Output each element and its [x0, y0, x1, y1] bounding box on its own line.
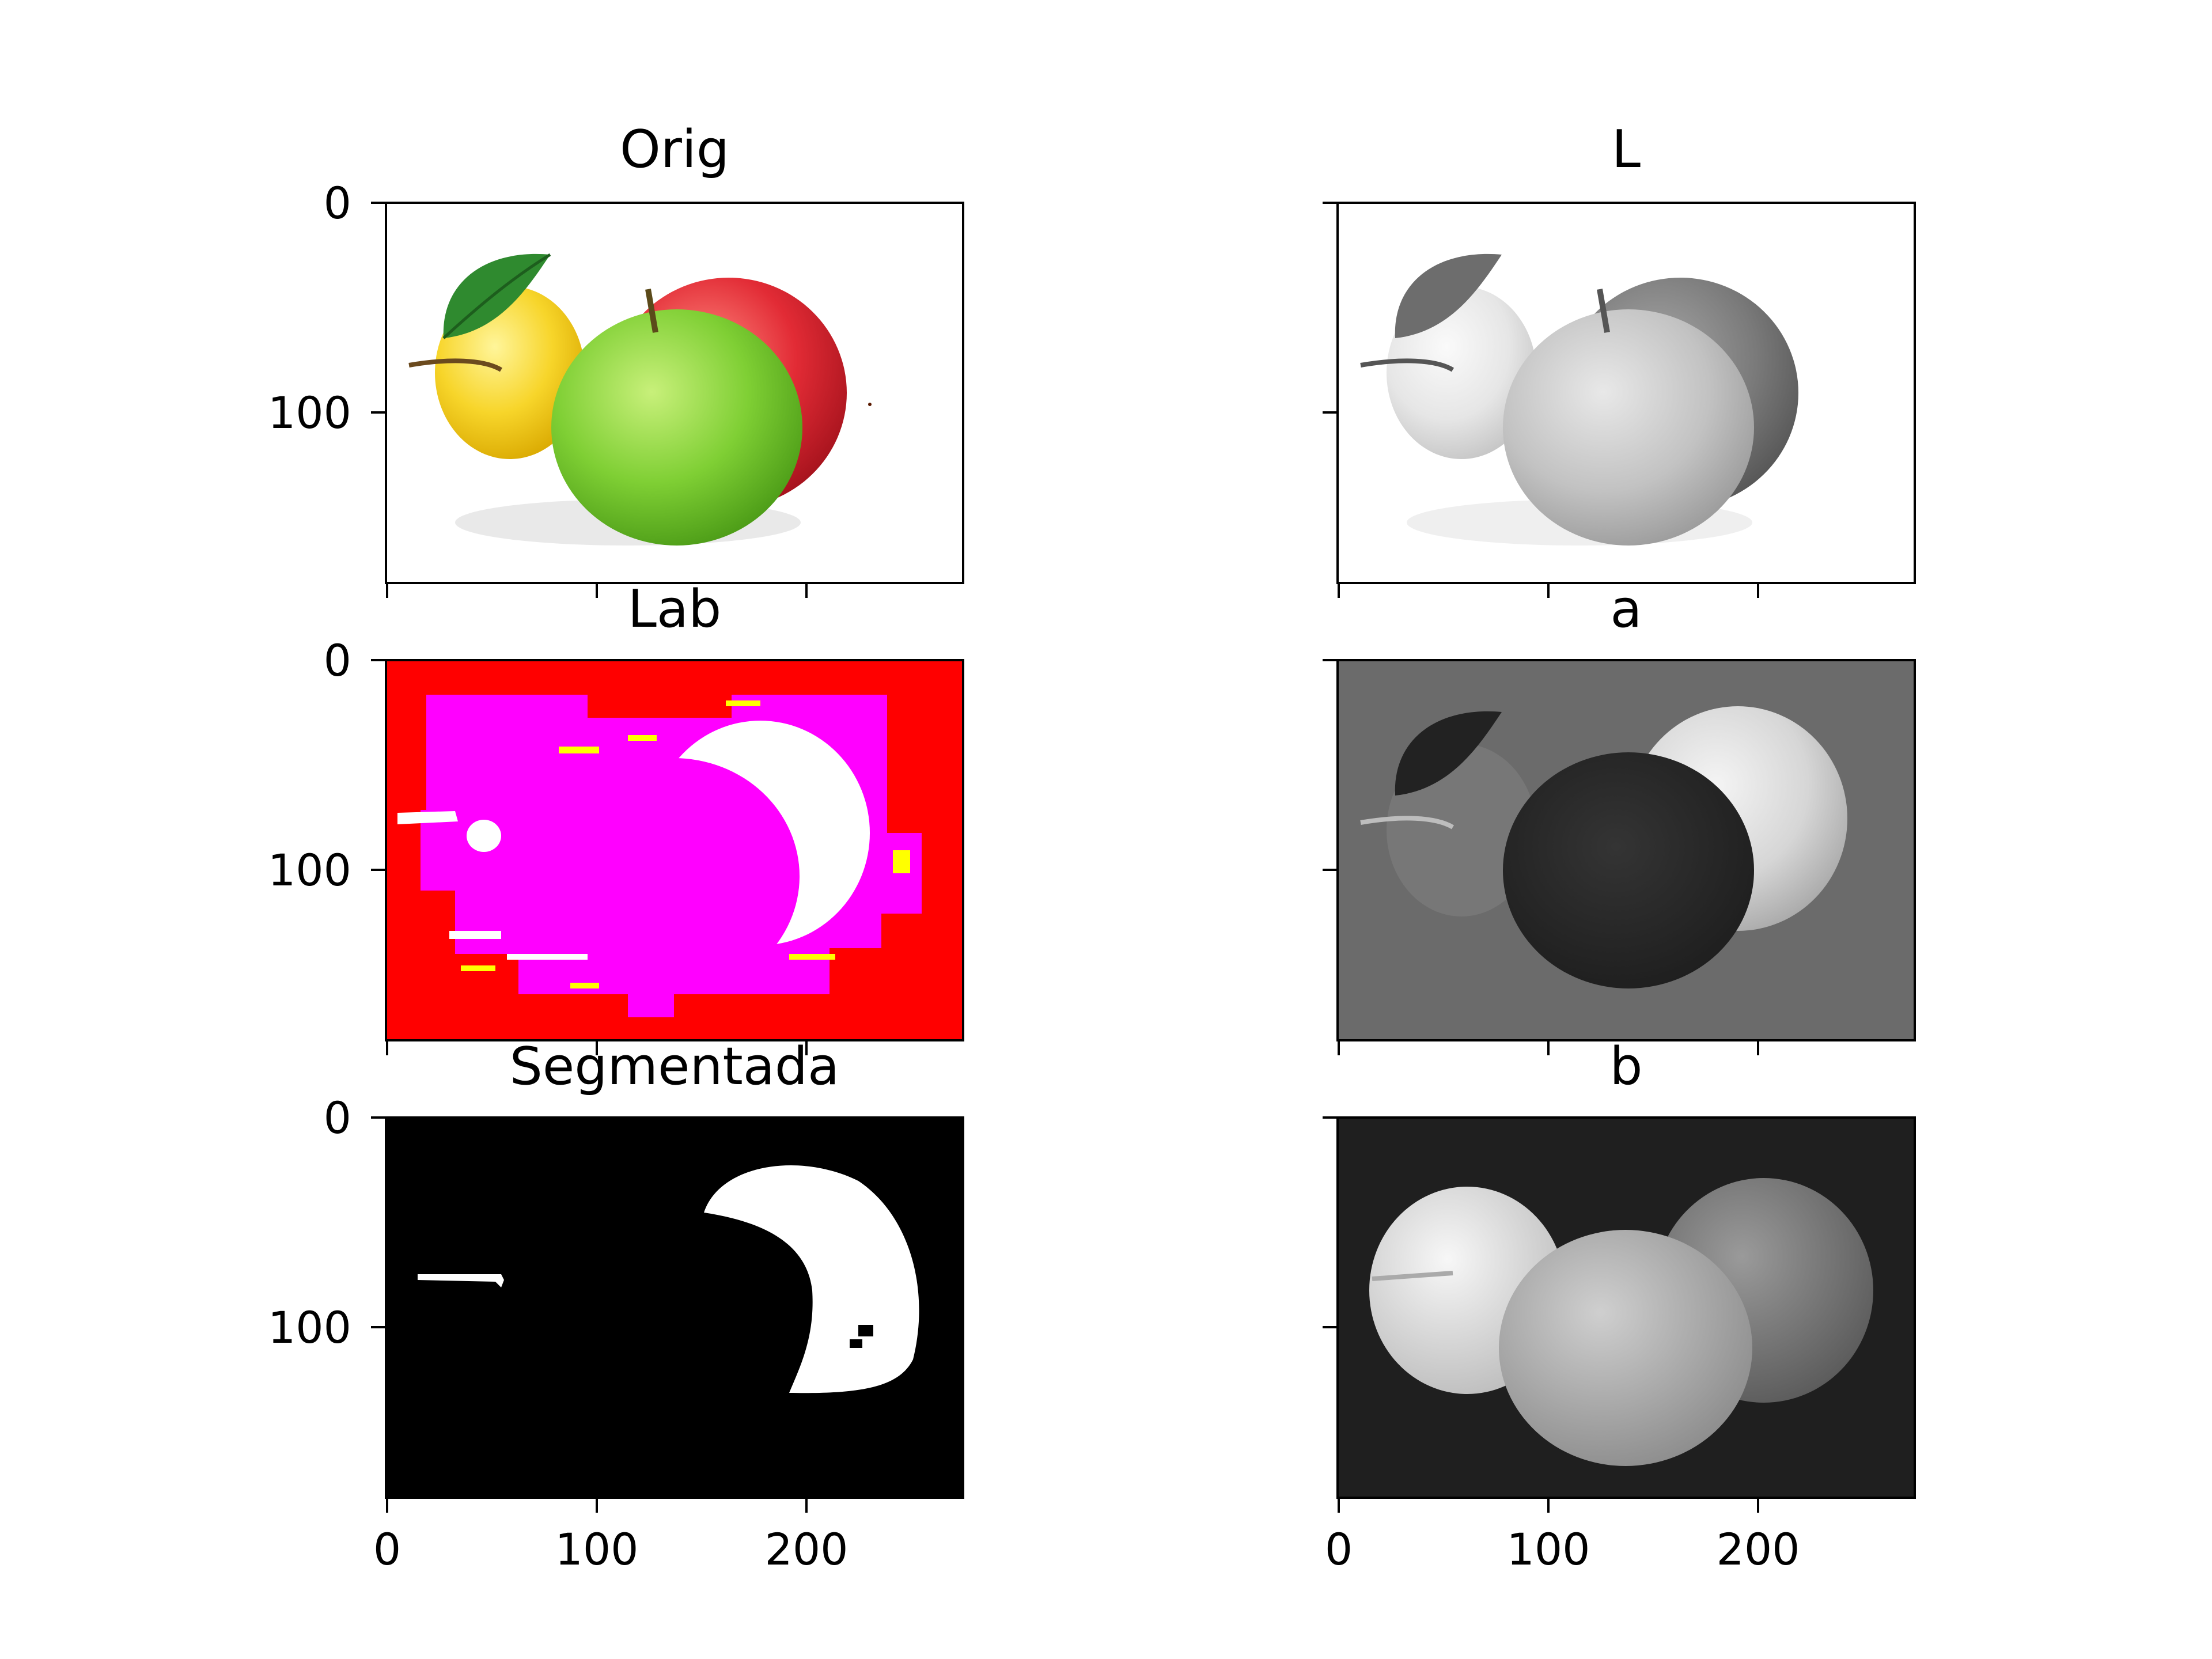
title-a: a [1610, 579, 1642, 639]
a-image [1338, 660, 1915, 1040]
xtick-r-0: 0 [1325, 1524, 1353, 1575]
ytick-r3-0: 0 [324, 1092, 351, 1143]
panel-a [1336, 659, 1916, 1041]
title-seg: Segmentada [510, 1036, 839, 1097]
ytick-r1-100: 100 [268, 387, 351, 438]
title-lab: Lab [628, 579, 721, 639]
ytick-r1-0: 0 [324, 177, 351, 229]
l-image [1338, 203, 1915, 583]
xtick-r-200: 200 [1716, 1524, 1800, 1575]
seg-image [386, 1118, 963, 1498]
y-ticks-right [1323, 202, 1338, 1328]
y-ticks-left [371, 202, 386, 1328]
panel-orig [385, 202, 964, 584]
xtick-l-0: 0 [373, 1524, 401, 1575]
panel-seg [385, 1116, 964, 1499]
ytick-r2-100: 100 [268, 844, 351, 896]
orig-image [386, 203, 963, 583]
panel-l [1336, 202, 1916, 584]
ytick-r2-0: 0 [324, 635, 351, 686]
lab-image [386, 660, 963, 1040]
panel-lab [385, 659, 964, 1041]
title-orig: Orig [620, 119, 729, 180]
xtick-l-200: 200 [764, 1524, 848, 1575]
panel-b [1336, 1116, 1916, 1499]
x-ticks [386, 583, 1759, 1513]
xtick-l-100: 100 [555, 1524, 638, 1575]
ytick-r3-100: 100 [268, 1302, 351, 1353]
title-b: b [1609, 1036, 1642, 1097]
xtick-r-100: 100 [1506, 1524, 1590, 1575]
b-image [1338, 1118, 1915, 1498]
title-l: L [1612, 119, 1641, 180]
